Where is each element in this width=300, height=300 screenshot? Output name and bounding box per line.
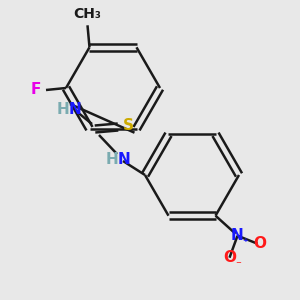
Text: N: N (69, 103, 81, 118)
Text: F: F (31, 82, 41, 98)
Text: ⁺: ⁺ (243, 238, 248, 248)
Text: H: H (106, 152, 118, 167)
Text: N: N (231, 228, 244, 243)
Text: N: N (118, 152, 130, 167)
Text: O: O (253, 236, 266, 251)
Text: CH₃: CH₃ (74, 7, 101, 21)
Text: S: S (122, 118, 134, 133)
Text: ⁻: ⁻ (236, 260, 242, 270)
Text: H: H (57, 103, 69, 118)
Text: O: O (223, 250, 236, 265)
